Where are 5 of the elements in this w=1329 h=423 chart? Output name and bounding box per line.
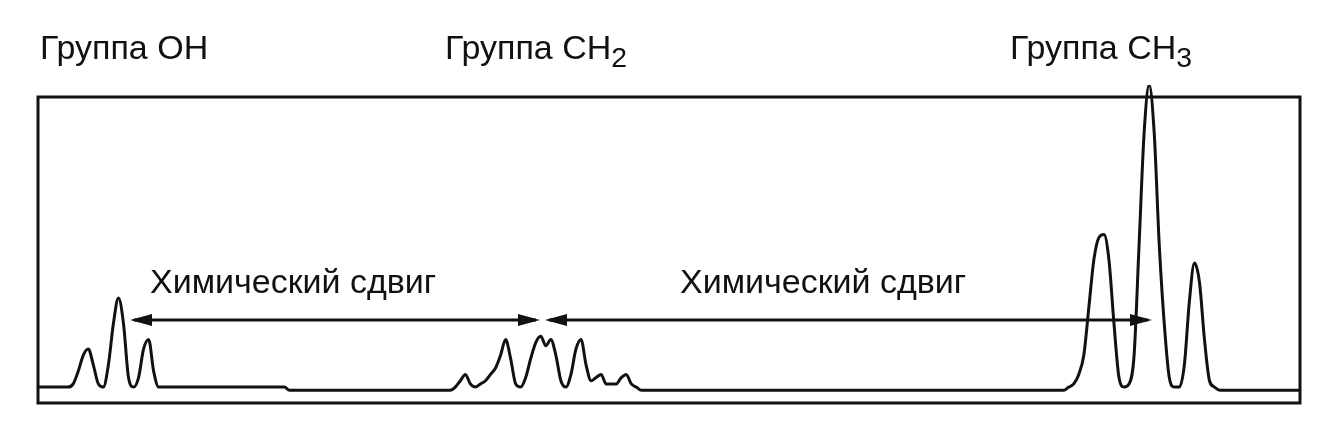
text: Группа CH$_{2}$ xyxy=(445,28,628,74)
text: Группа CH$_{3}$ xyxy=(1010,28,1193,74)
text: Группа OH xyxy=(40,28,209,67)
annotation: Химический сдвиг xyxy=(680,262,967,301)
annotation: Химический сдвиг xyxy=(150,262,437,301)
